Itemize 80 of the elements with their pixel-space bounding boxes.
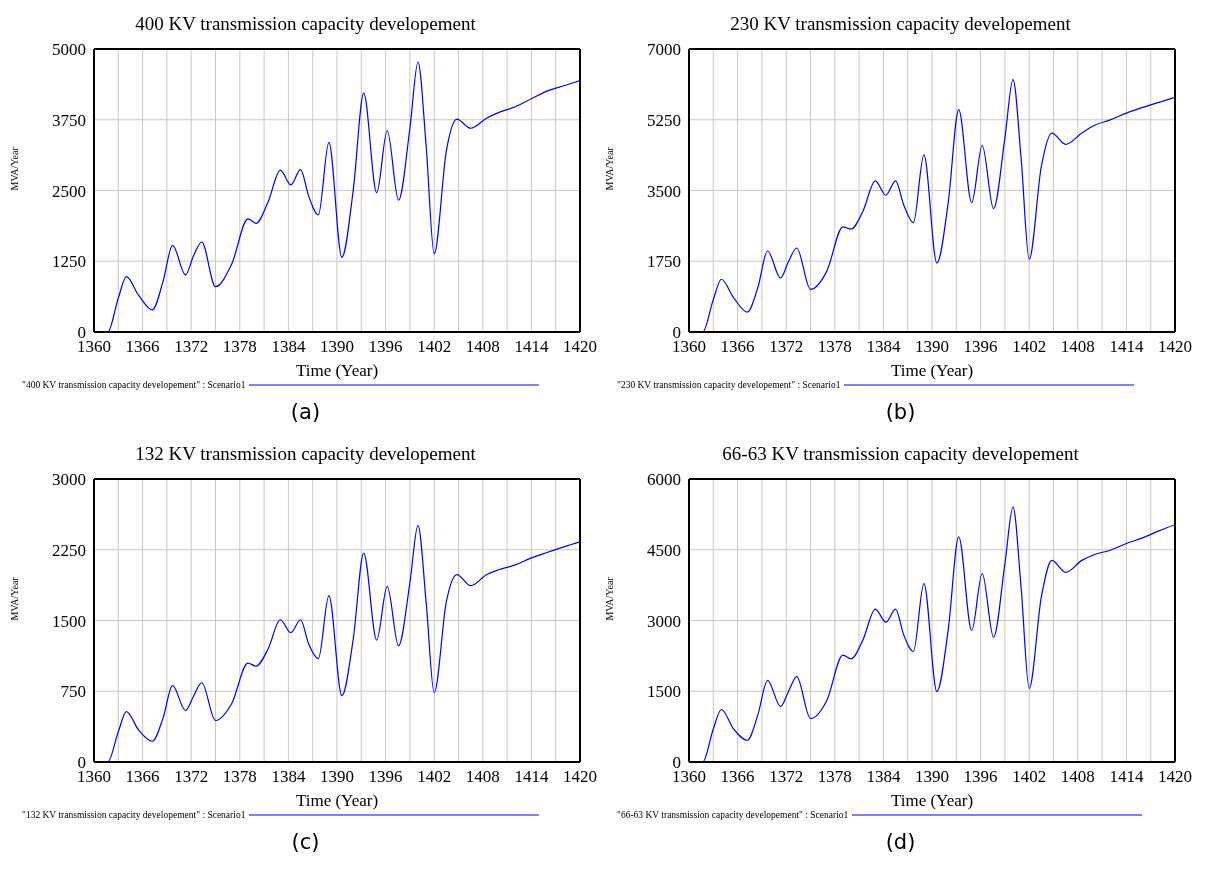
y-tick-label: 3000: [52, 470, 86, 490]
chart-title: 66-63 KV transmission capacity developement: [721, 442, 1080, 466]
y-tick-label: 5250: [647, 110, 681, 130]
text: "132 KV transmission capacity developement" : Scenario1: [22, 810, 246, 820]
x-tick-label: 1384: [271, 337, 306, 357]
x-tick-label: 1396: [368, 767, 403, 787]
y-tick-label: 3750: [52, 110, 86, 130]
x-tick-label: 1372: [174, 767, 209, 787]
x-tick-label: 1408: [465, 767, 500, 787]
text: (a): [289, 400, 322, 424]
y-axis-title: MVA/Year: [603, 576, 615, 621]
x-tick-label: 1420: [563, 767, 597, 787]
chart-title: 132 KV transmission capacity developement: [134, 442, 477, 466]
x-tick-label: 1384: [271, 767, 306, 787]
y-tick-label: 4500: [647, 540, 681, 560]
x-tick-label: 1414: [1109, 337, 1144, 357]
y-axis-title: MVA/Year: [8, 576, 20, 621]
chart-title: 400 KV transmission capacity developement: [134, 12, 477, 36]
x-tick-label: 1360: [77, 767, 111, 787]
y-axis-title: MVA/Year: [603, 146, 615, 191]
x-tick-label: 1402: [417, 337, 452, 357]
x-tick-label: 1390: [320, 337, 354, 357]
x-tick-label: 1414: [1109, 767, 1144, 787]
y-tick-label: 7000: [647, 40, 681, 60]
text: (c): [290, 830, 321, 854]
x-tick-label: 1390: [915, 767, 949, 787]
x-tick-label: 1402: [417, 767, 452, 787]
x-tick-label: 1408: [465, 337, 500, 357]
x-tick-label: 1360: [672, 337, 706, 357]
x-tick-label: 1378: [817, 767, 852, 787]
x-tick-label: 1372: [769, 337, 804, 357]
x-tick-label: 1414: [514, 767, 549, 787]
y-tick-label: 3000: [647, 611, 681, 631]
x-tick-label: 1420: [1158, 767, 1192, 787]
x-tick-label: 1390: [915, 337, 949, 357]
text: "400 KV transmission capacity developement" : Scenario1: [22, 380, 246, 390]
x-tick-label: 1402: [1012, 767, 1047, 787]
y-tick-label: 750: [60, 682, 86, 702]
text: (d): [884, 830, 917, 854]
x-tick-label: 1366: [125, 337, 160, 357]
y-tick-label: 1750: [647, 252, 681, 272]
y-tick-label: 1500: [647, 682, 681, 702]
y-tick-label: 3500: [647, 181, 681, 201]
x-tick-label: 1360: [672, 767, 706, 787]
x-tick-label: 1378: [817, 337, 852, 357]
x-tick-label: 1408: [1060, 337, 1095, 357]
x-tick-label: 1366: [720, 337, 755, 357]
x-tick-label: 1420: [1158, 337, 1192, 357]
x-tick-label: 1384: [866, 767, 901, 787]
x-tick-label: 1396: [963, 337, 998, 357]
y-axis-title: MVA/Year: [8, 146, 20, 191]
x-tick-label: 1390: [320, 767, 354, 787]
x-tick-label: 1378: [222, 337, 257, 357]
text: "66-63 KV transmission capacity developement" : Scenario1: [617, 810, 849, 820]
x-tick-label: 1420: [563, 337, 597, 357]
x-tick-label: 1378: [222, 767, 257, 787]
x-axis-title: Time (Year): [295, 361, 379, 380]
x-tick-label: 1408: [1060, 767, 1095, 787]
y-tick-label: 5000: [52, 40, 86, 60]
x-tick-label: 1402: [1012, 337, 1047, 357]
x-tick-label: 1366: [125, 767, 160, 787]
x-tick-label: 1396: [963, 767, 998, 787]
y-tick-label: 1250: [52, 252, 86, 272]
x-tick-label: 1414: [514, 337, 549, 357]
y-tick-label: 2500: [52, 181, 86, 201]
y-tick-label: 2250: [52, 540, 86, 560]
x-tick-label: 1372: [769, 767, 804, 787]
x-tick-label: 1372: [174, 337, 209, 357]
x-axis-title: Time (Year): [890, 791, 974, 810]
text: (b): [884, 400, 917, 424]
x-tick-label: 1360: [77, 337, 111, 357]
y-tick-label: 1500: [52, 611, 86, 631]
x-axis-title: Time (Year): [295, 791, 379, 810]
chart-title: 230 KV transmission capacity developement: [729, 12, 1072, 36]
x-axis-title: Time (Year): [890, 361, 974, 380]
x-tick-label: 1396: [368, 337, 403, 357]
text: "230 KV transmission capacity developement" : Scenario1: [617, 380, 841, 390]
y-tick-label: 6000: [647, 470, 681, 490]
x-tick-label: 1384: [866, 337, 901, 357]
x-tick-label: 1366: [720, 767, 755, 787]
